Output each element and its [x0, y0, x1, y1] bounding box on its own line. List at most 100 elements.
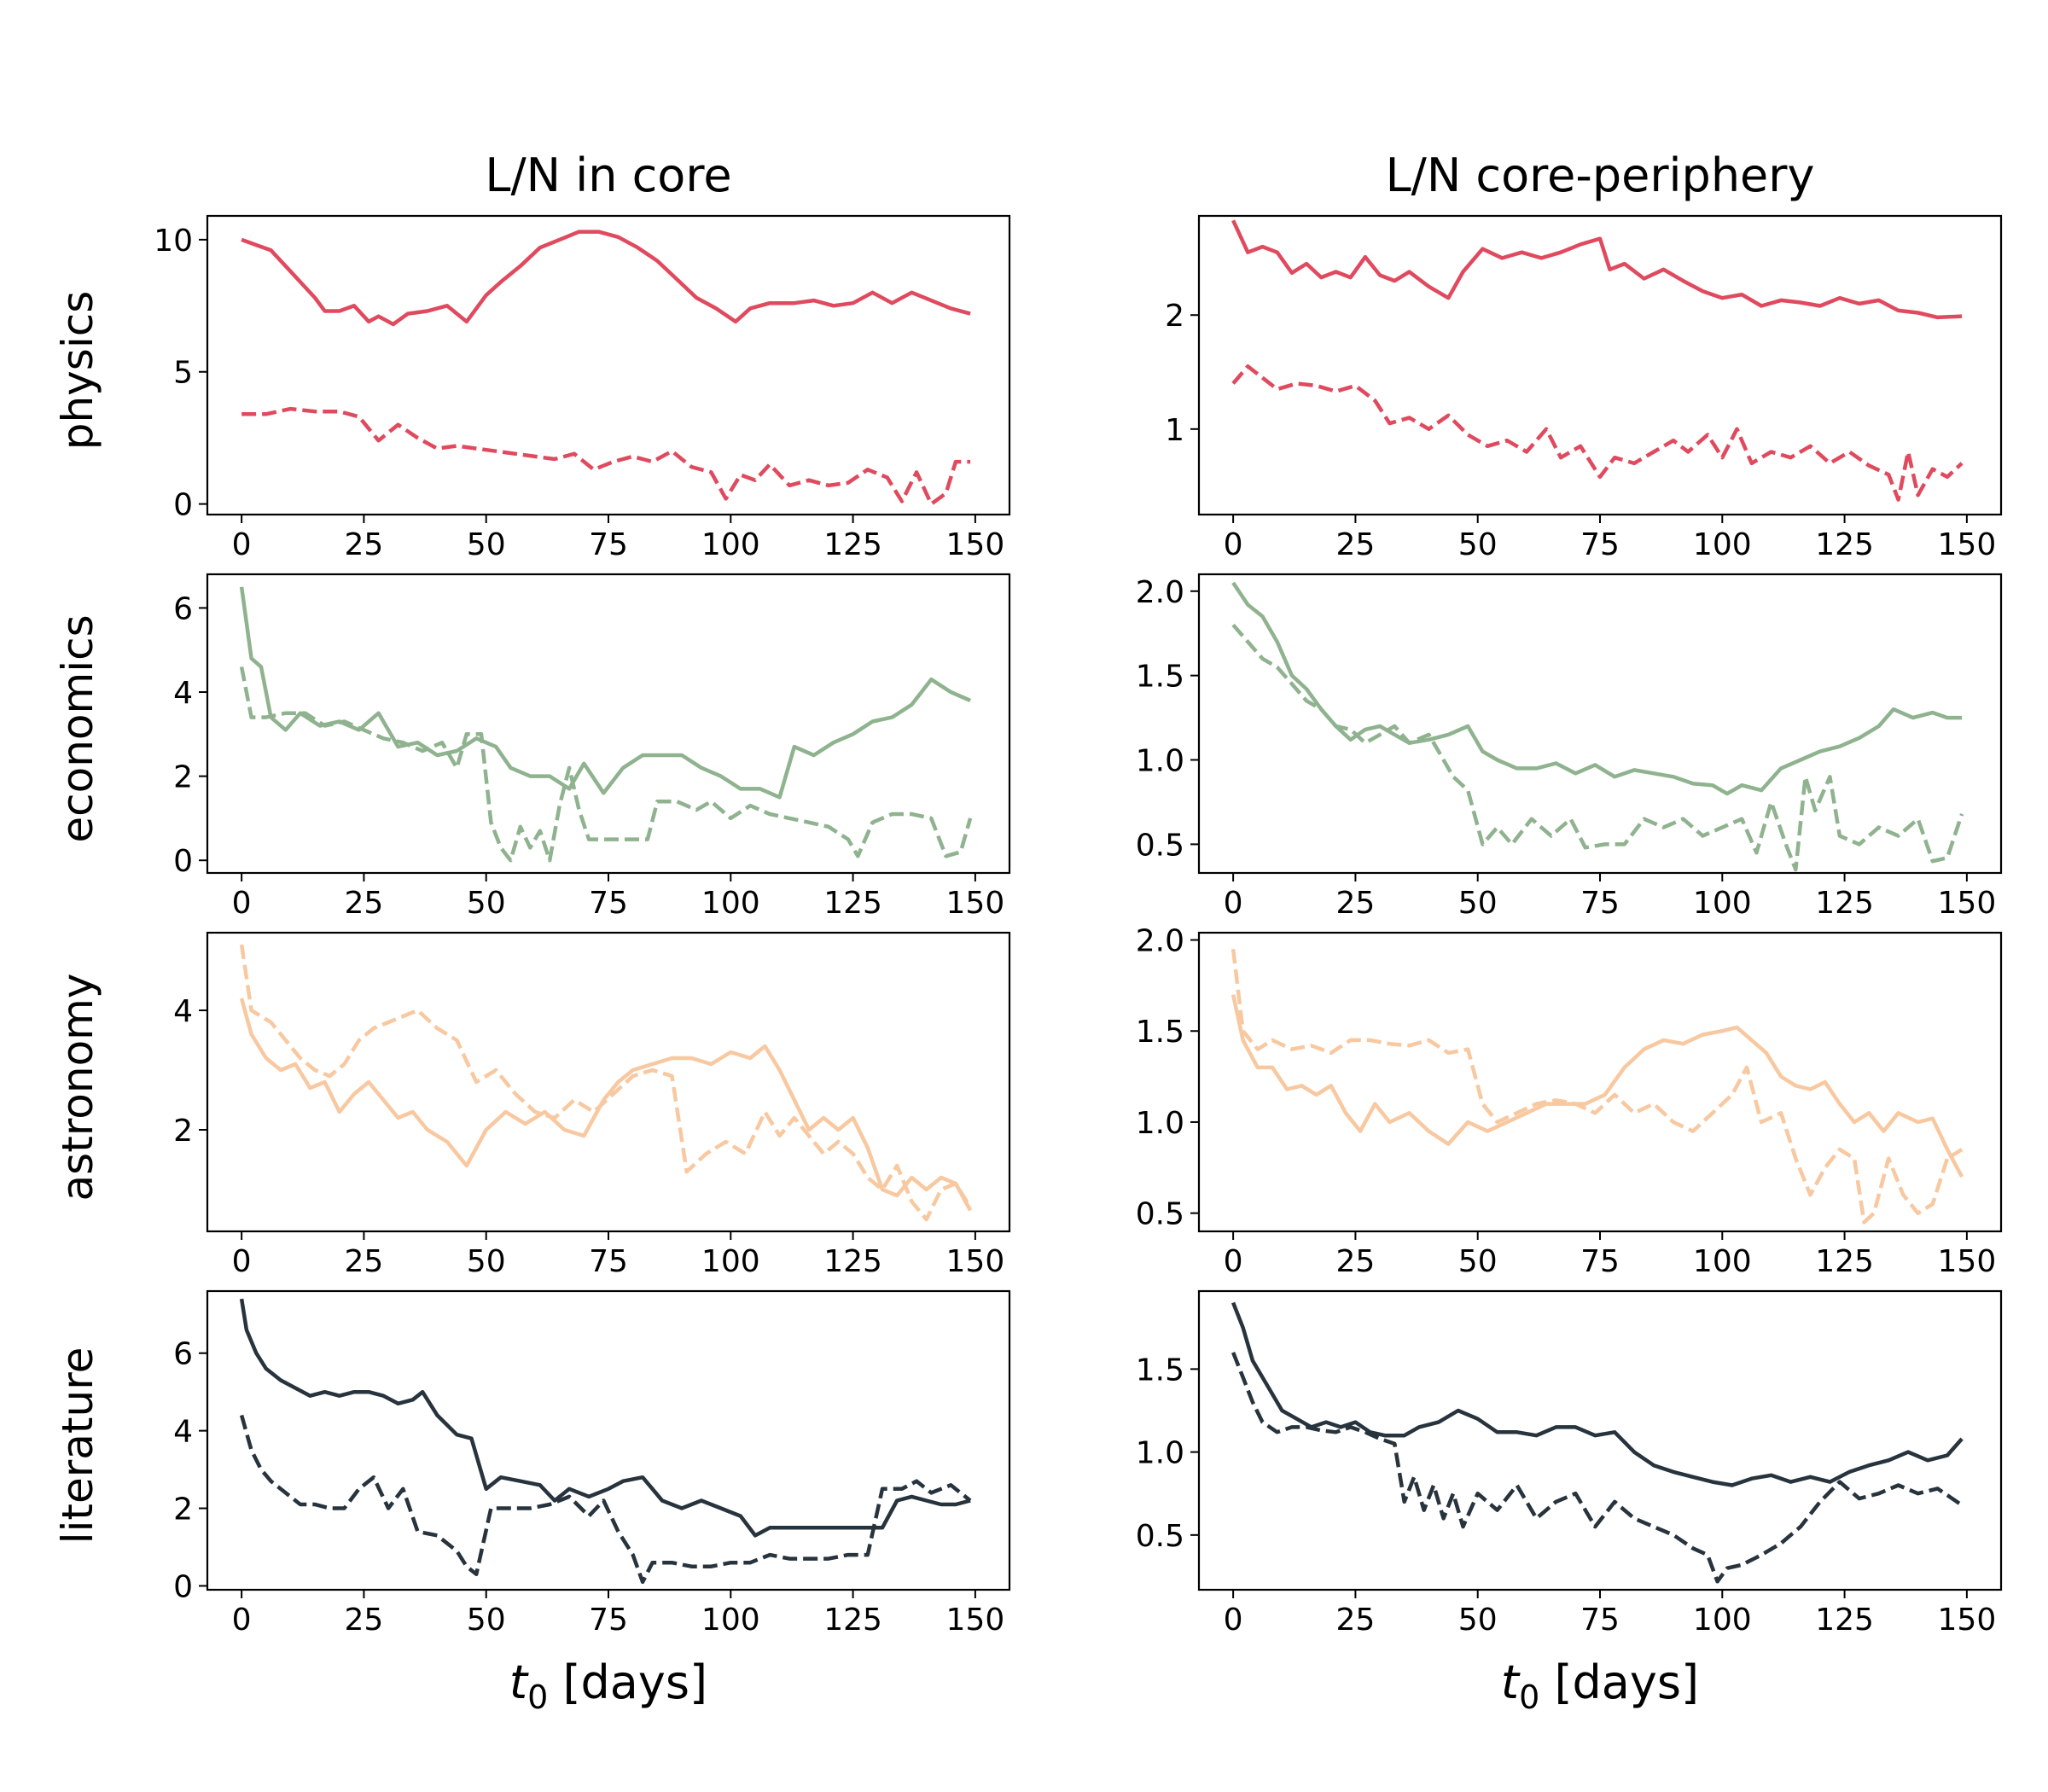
series-line-dashed	[1231, 1352, 1964, 1584]
series-line-dashed	[239, 666, 973, 863]
panel-economics-core-periphery: 0 25 50 75 100 125 150 0.5 1.0 1.5 2.0	[1136, 573, 2003, 921]
x-axis-label-core-periphery: t0 [days]	[1501, 1655, 1699, 1716]
x-tick-label: 75	[589, 1603, 628, 1638]
x-tick-label: 0	[1224, 1244, 1243, 1279]
x-tick-label: 150	[1938, 1244, 1997, 1279]
x-tick-label: 0	[232, 527, 252, 562]
x-tick-label: 0	[232, 1244, 252, 1279]
x-tick-label: 75	[1580, 527, 1620, 562]
x-tick-label: 100	[1693, 527, 1752, 562]
x-tick-label: 50	[1458, 1244, 1498, 1279]
y-tick-label: 0	[173, 488, 193, 523]
y-tick-label: 2	[173, 760, 193, 795]
row-label-astronomy: astronomy	[53, 974, 102, 1201]
y-tick-label: 4	[173, 676, 193, 711]
x-axis-label-core: t0 [days]	[509, 1655, 707, 1716]
x-tick-label: 50	[1458, 1603, 1498, 1638]
y-tick-label: 5	[173, 356, 193, 391]
series-line-solid	[239, 998, 973, 1212]
x-tick-label: 25	[345, 527, 384, 562]
y-tick-label: 0.5	[1136, 1519, 1184, 1554]
series-line-solid	[239, 586, 971, 800]
x-tick-label: 50	[467, 527, 506, 562]
x-tick-label: 150	[946, 1244, 1005, 1279]
series-line-solid	[241, 230, 971, 327]
x-tick-label: 125	[1815, 527, 1874, 562]
series-line-dashed	[241, 406, 971, 506]
y-tick-label: 0.5	[1136, 828, 1184, 863]
x-tick-label: 100	[1693, 886, 1752, 921]
column-title-core-periphery: L/N core-periphery	[1386, 148, 1815, 202]
x-tick-label: 25	[1336, 1244, 1376, 1279]
x-tick-label: 25	[345, 886, 384, 921]
y-tick-label: 2	[173, 1114, 193, 1149]
y-tick-label: 0.5	[1136, 1197, 1184, 1232]
y-tick-label: 2	[173, 1492, 193, 1527]
x-tick-label: 100	[701, 527, 760, 562]
y-tick-label: 4	[173, 1415, 193, 1450]
x-tick-label: 125	[823, 886, 882, 921]
x-label-unit: [days]	[1539, 1655, 1699, 1709]
x-tick-label: 100	[701, 1603, 760, 1638]
y-tick-label: 1.0	[1136, 744, 1184, 779]
x-tick-label: 50	[467, 886, 506, 921]
y-tick-label: 1.5	[1136, 1015, 1184, 1050]
series-line-dashed	[1231, 948, 1964, 1225]
series-line-solid	[1231, 219, 1963, 320]
panel-economics-core: 0 25 50 75 100 125 150 0 2 4 6	[173, 573, 1011, 921]
panel-literature-core: 0 25 50 75 100 125 150 0 2 4 6	[173, 1289, 1011, 1638]
x-tick-label: 100	[701, 1244, 760, 1279]
x-tick-label: 100	[701, 886, 760, 921]
x-tick-label: 75	[1580, 886, 1620, 921]
row-label-literature: literature	[53, 1347, 102, 1545]
series-line-dashed	[239, 1414, 972, 1585]
y-tick-label: 4	[173, 994, 193, 1029]
row-label-physics: physics	[53, 291, 102, 451]
x-tick-label: 0	[232, 1603, 252, 1638]
y-tick-label: 1.5	[1136, 1353, 1184, 1388]
y-tick-label: 2.0	[1136, 924, 1184, 959]
panel-physics-core-periphery: 0 25 50 75 100 125 150 1 2	[1165, 214, 2003, 562]
x-tick-label: 125	[1815, 1603, 1874, 1638]
y-tick-label: 1.5	[1136, 660, 1184, 695]
series-line-solid	[239, 1298, 971, 1538]
x-tick-label: 50	[1458, 886, 1498, 921]
x-tick-label: 75	[589, 886, 628, 921]
panel-astronomy-core-periphery: 0 25 50 75 100 125 150 0.5 1.0 1.5 2.0	[1136, 924, 2003, 1279]
x-label-unit: [days]	[548, 1655, 707, 1709]
x-tick-label: 25	[345, 1603, 384, 1638]
y-tick-label: 6	[173, 1337, 193, 1372]
y-tick-label: 2	[1165, 299, 1184, 334]
x-tick-label: 100	[1693, 1603, 1752, 1638]
x-tick-label: 0	[232, 886, 252, 921]
x-tick-label: 150	[1938, 1603, 1997, 1638]
x-tick-label: 150	[946, 1603, 1005, 1638]
y-tick-label: 2.0	[1136, 575, 1184, 610]
x-tick-label: 75	[1580, 1603, 1620, 1638]
x-tick-label: 25	[1336, 527, 1376, 562]
x-tick-label: 25	[1336, 1603, 1376, 1638]
x-tick-label: 50	[1458, 527, 1498, 562]
x-tick-label: 125	[1815, 1244, 1874, 1279]
x-tick-label: 0	[1224, 527, 1243, 562]
x-tick-label: 75	[1580, 1244, 1620, 1279]
x-label-subscript: 0	[1519, 1679, 1539, 1716]
x-tick-label: 75	[589, 1244, 628, 1279]
x-tick-label: 50	[467, 1244, 506, 1279]
x-tick-label: 125	[1815, 886, 1874, 921]
series-line-solid	[1231, 994, 1964, 1178]
x-tick-label: 125	[823, 1244, 882, 1279]
y-tick-label: 1.0	[1136, 1436, 1184, 1471]
y-tick-label: 10	[154, 224, 193, 259]
x-tick-label: 0	[1224, 1603, 1243, 1638]
series-line-dashed	[1231, 623, 1964, 872]
x-tick-label: 100	[1693, 1244, 1752, 1279]
x-tick-label: 150	[946, 527, 1005, 562]
x-tick-label: 0	[1224, 886, 1243, 921]
series-line-dashed	[1231, 364, 1964, 502]
x-tick-label: 150	[1938, 527, 1997, 562]
panel-physics-core: 0 25 50 75 100 125 150 0 5 10	[154, 214, 1011, 562]
